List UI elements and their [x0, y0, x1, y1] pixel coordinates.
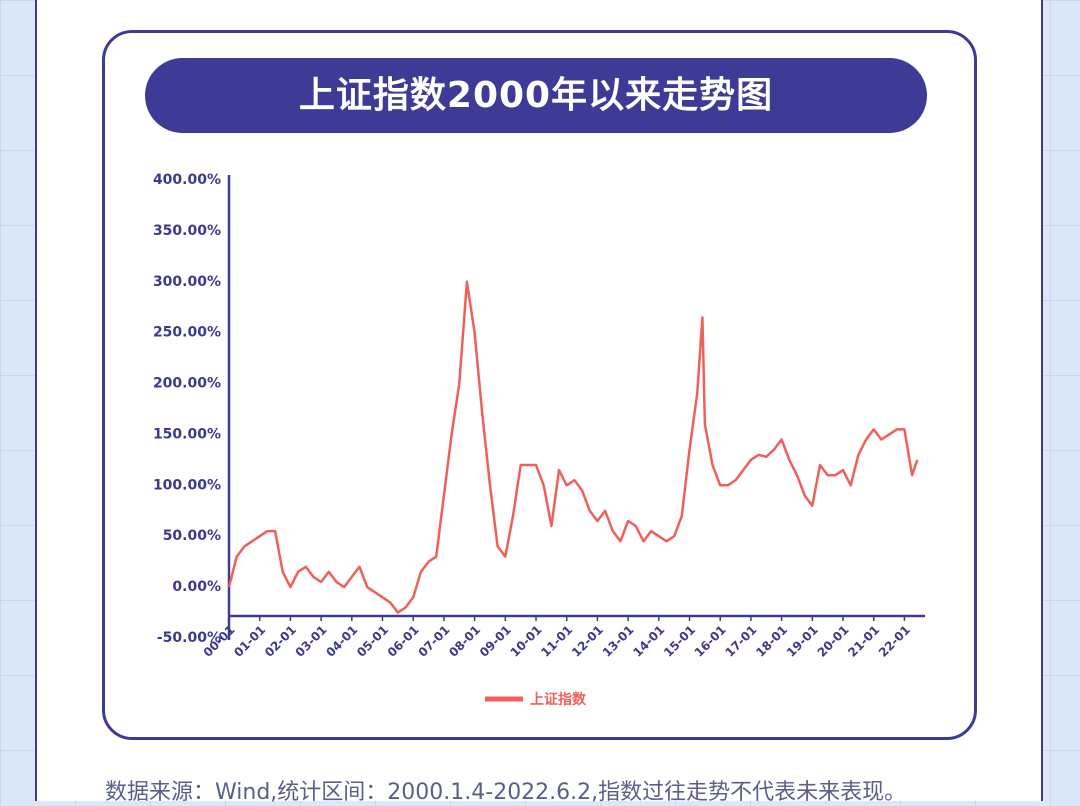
source-note: 数据来源：Wind,统计区间：2000.1.4-2022.6.2,指数过往走势不… [105, 780, 907, 805]
y-tick-label: 400.00% [153, 172, 221, 188]
y-tick-label: 50.00% [163, 528, 221, 544]
chart-title: 上证指数2000年以来走势图 [145, 58, 927, 133]
x-tick-label: 05-01 [354, 623, 391, 660]
y-tick-label: 300.00% [153, 274, 221, 290]
x-tick-label: 06-01 [385, 623, 422, 660]
x-tick-label: 21-01 [845, 623, 882, 660]
y-tick-label: 250.00% [153, 325, 221, 341]
x-tick-label: 22-01 [876, 623, 913, 660]
y-tick-label: 150.00% [153, 426, 221, 442]
chart-card [102, 30, 977, 740]
x-tick-label: 16-01 [692, 623, 729, 660]
legend-label: 上证指数 [530, 691, 587, 708]
data-line [227, 280, 919, 614]
x-tick-label: 01-01 [231, 623, 268, 660]
x-tick-label: 02-01 [262, 623, 299, 660]
x-tick-label: 08-01 [446, 623, 483, 660]
x-tick-label: 18-01 [753, 623, 790, 660]
x-tick-label: 19-01 [784, 623, 821, 660]
x-tick-label: 15-01 [661, 623, 698, 660]
x-tick-label: 07-01 [415, 623, 452, 660]
x-tick-label: 10-01 [508, 623, 545, 660]
x-tick-label: 20-01 [815, 623, 852, 660]
y-tick-label: 350.00% [153, 223, 221, 239]
x-tick-label: 09-01 [477, 623, 514, 660]
x-tick-label: 11-01 [538, 623, 575, 660]
x-tick-label: 04-01 [323, 623, 360, 660]
x-tick-label: 13-01 [600, 623, 637, 660]
y-tick-label: 0.00% [172, 579, 221, 595]
y-tick-label: -50.00% [157, 630, 221, 646]
y-tick-label: 200.00% [153, 376, 221, 392]
x-tick-label: 17-01 [722, 623, 759, 660]
x-tick-label: 14-01 [630, 623, 667, 660]
x-tick-label: 12-01 [569, 623, 606, 660]
y-tick-label: 100.00% [153, 477, 221, 493]
x-tick-label: 03-01 [293, 623, 330, 660]
